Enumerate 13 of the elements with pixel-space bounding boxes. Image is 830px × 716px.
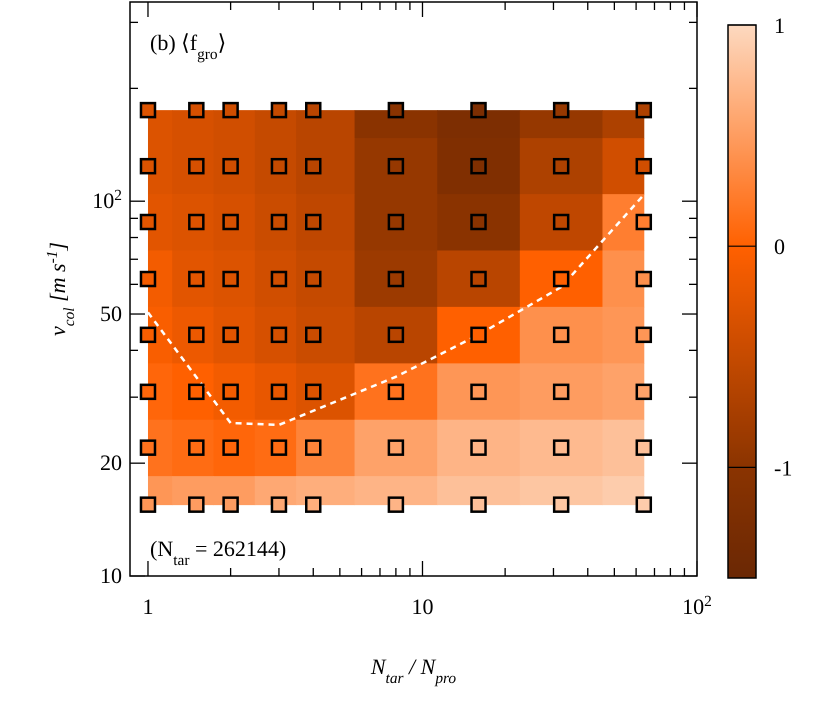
annotation: (b) ⟨f$_{gro}$⟩ <box>150 30 226 62</box>
y-tick-label: 10 <box>100 563 122 588</box>
annotation: (N$_{tar}$ = 262144) <box>150 536 286 568</box>
x-tick-label: 10$^{2}$ <box>682 592 712 619</box>
x-axis-title: N$_{tar}$ / N$_{pro}$ <box>370 654 456 686</box>
color-bar-label: 0 <box>774 234 785 260</box>
y-tick-label: 20 <box>100 450 122 476</box>
x-tick-label: 10 <box>411 594 434 619</box>
y-tick-label: 50 <box>100 301 122 326</box>
color-bar-label: 1 <box>774 13 785 38</box>
color-bar-label: -1 <box>774 455 792 480</box>
y-tick-label: 10$^{2}$ <box>92 186 122 214</box>
x-tick-label: 1 <box>142 594 154 619</box>
